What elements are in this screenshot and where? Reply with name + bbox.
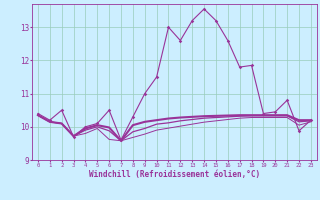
X-axis label: Windchill (Refroidissement éolien,°C): Windchill (Refroidissement éolien,°C) — [89, 170, 260, 179]
